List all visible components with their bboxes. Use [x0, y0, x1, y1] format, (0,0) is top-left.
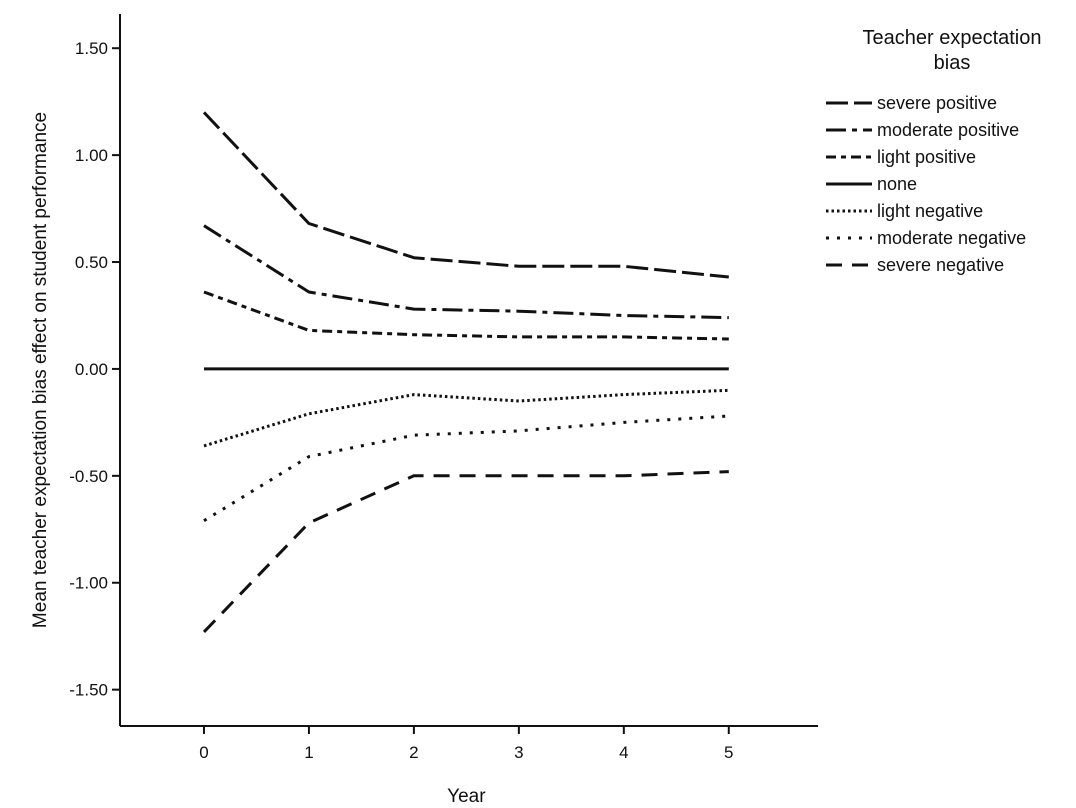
- legend-title: bias: [934, 52, 971, 74]
- legend: Teacher expectation bias severe positive mo…: [826, 27, 1042, 275]
- y-tick-label: 1.00: [75, 146, 108, 165]
- y-axis-title: Mean teacher expectation bias effect on …: [30, 112, 51, 628]
- y-tick-label: -1.00: [69, 574, 108, 593]
- series-line-severe-negative: [202, 470, 729, 633]
- y-tick-label: 0.50: [75, 253, 108, 272]
- x-tick-label: 0: [199, 743, 208, 762]
- series-line-severe-positive: [202, 111, 729, 279]
- axes: 1.50 1.00 0.50 0.00 -0.50 -1.00 -1.50 0 1 2 3 4 5: [69, 14, 818, 762]
- y-tick-label: 1.50: [75, 39, 108, 58]
- series-line-light-negative: [203, 388, 729, 448]
- legend-title: Teacher expectation: [862, 27, 1041, 49]
- x-tick-label: 2: [409, 743, 418, 762]
- series-line-light-positive: [203, 290, 729, 341]
- legend-label: light positive: [877, 147, 976, 167]
- x-tick-label: 5: [724, 743, 733, 762]
- x-tick-label: 3: [514, 743, 523, 762]
- legend-label: severe negative: [877, 255, 1004, 275]
- x-axis-title: Year: [447, 786, 486, 807]
- legend-label: light negative: [877, 201, 983, 221]
- series-layer: [202, 111, 729, 633]
- series-line-moderate-negative: [203, 414, 729, 522]
- legend-label: moderate negative: [877, 228, 1026, 248]
- y-tick-label: -0.50: [69, 467, 108, 486]
- x-tick-label: 1: [304, 743, 313, 762]
- legend-label: moderate positive: [877, 120, 1019, 140]
- legend-label: none: [877, 174, 917, 194]
- y-tick-label: -1.50: [69, 681, 108, 700]
- series-line-moderate-positive: [203, 224, 729, 320]
- legend-label: severe positive: [877, 93, 997, 113]
- x-tick-label: 4: [619, 743, 628, 762]
- y-tick-label: 0.00: [75, 360, 108, 379]
